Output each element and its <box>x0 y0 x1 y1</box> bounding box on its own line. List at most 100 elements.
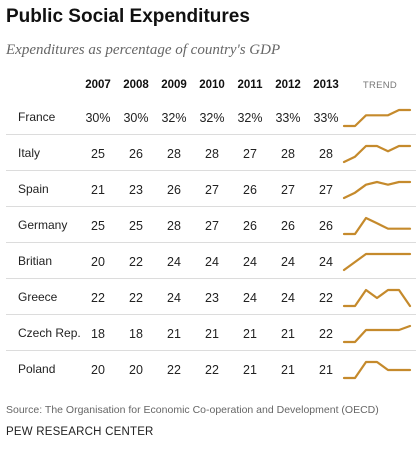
value-cell-czech-rep-2011: 21 <box>243 327 257 341</box>
value-cell-poland-2010: 22 <box>205 363 219 377</box>
row-divider <box>6 170 416 171</box>
country-label-germany: Germany <box>18 218 68 232</box>
value-cell-poland-2011: 21 <box>243 363 257 377</box>
chart-title: Public Social Expenditures <box>6 6 250 27</box>
trend-line-britian <box>342 252 412 272</box>
value-cell-spain-2013: 27 <box>319 183 333 197</box>
country-label-italy: Italy <box>18 146 41 160</box>
value-cell-italy-2007: 25 <box>91 147 105 161</box>
country-label-czech-rep: Czech Rep. <box>18 326 81 340</box>
value-cell-germany-2013: 26 <box>319 219 333 233</box>
row-divider <box>6 134 416 135</box>
row-divider <box>6 278 416 279</box>
value-cell-britian-2007: 20 <box>91 255 105 269</box>
value-cell-france-2007: 30% <box>85 111 111 125</box>
year-header-2010: 2010 <box>199 79 225 91</box>
value-cell-spain-2010: 27 <box>205 183 219 197</box>
trend-line-france <box>342 108 412 128</box>
country-label-britian: Britian <box>18 254 53 268</box>
value-cell-greece-2011: 24 <box>243 291 257 305</box>
value-cell-britian-2011: 24 <box>243 255 257 269</box>
value-cell-poland-2007: 20 <box>91 363 105 377</box>
chart-subtitle: Expenditures as percentage of country's … <box>6 42 281 58</box>
value-cell-italy-2012: 28 <box>281 147 295 161</box>
value-cell-czech-rep-2010: 21 <box>205 327 219 341</box>
trend-line-spain <box>342 180 412 200</box>
value-cell-czech-rep-2007: 18 <box>91 327 105 341</box>
trend-sparkline-germany <box>342 216 412 236</box>
value-cell-france-2008: 30% <box>123 111 149 125</box>
trend-sparkline-poland <box>342 360 412 380</box>
country-label-greece: Greece <box>18 290 58 304</box>
year-header-2007: 2007 <box>85 79 111 91</box>
trend-sparkline-britian <box>342 252 412 272</box>
value-cell-italy-2009: 28 <box>167 147 181 161</box>
value-cell-france-2009: 32% <box>161 111 187 125</box>
trend-sparkline-greece <box>342 288 412 308</box>
country-label-poland: Poland <box>18 362 56 376</box>
value-cell-britian-2009: 24 <box>167 255 181 269</box>
year-header-2008: 2008 <box>123 79 149 91</box>
year-header-2009: 2009 <box>161 79 187 91</box>
row-divider <box>6 350 416 351</box>
value-cell-britian-2010: 24 <box>205 255 219 269</box>
country-label-france: France <box>18 110 56 124</box>
value-cell-britian-2008: 22 <box>129 255 143 269</box>
trend-line-czech-rep <box>342 324 412 344</box>
value-cell-poland-2012: 21 <box>281 363 295 377</box>
value-cell-poland-2008: 20 <box>129 363 143 377</box>
brand-label: PEW RESEARCH CENTER <box>6 426 154 438</box>
value-cell-greece-2007: 22 <box>91 291 105 305</box>
row-divider <box>6 314 416 315</box>
value-cell-greece-2009: 24 <box>167 291 181 305</box>
value-cell-germany-2010: 27 <box>205 219 219 233</box>
value-cell-britian-2013: 24 <box>319 255 333 269</box>
trend-line-greece <box>342 288 412 308</box>
value-cell-france-2010: 32% <box>199 111 225 125</box>
value-cell-italy-2010: 28 <box>205 147 219 161</box>
value-cell-france-2011: 32% <box>237 111 263 125</box>
value-cell-czech-rep-2009: 21 <box>167 327 181 341</box>
value-cell-greece-2013: 22 <box>319 291 333 305</box>
value-cell-greece-2008: 22 <box>129 291 143 305</box>
value-cell-britian-2012: 24 <box>281 255 295 269</box>
value-cell-germany-2011: 26 <box>243 219 257 233</box>
trend-column-header: TREND <box>362 80 398 91</box>
country-label-spain: Spain <box>18 182 49 196</box>
trend-sparkline-czech-rep <box>342 324 412 344</box>
value-cell-greece-2012: 24 <box>281 291 295 305</box>
value-cell-czech-rep-2013: 22 <box>319 327 333 341</box>
value-cell-poland-2009: 22 <box>167 363 181 377</box>
value-cell-czech-rep-2008: 18 <box>129 327 143 341</box>
value-cell-greece-2010: 23 <box>205 291 219 305</box>
row-divider <box>6 206 416 207</box>
year-header-2013: 2013 <box>313 79 339 91</box>
value-cell-italy-2013: 28 <box>319 147 333 161</box>
value-cell-spain-2008: 23 <box>129 183 143 197</box>
year-header-2012: 2012 <box>275 79 301 91</box>
value-cell-czech-rep-2012: 21 <box>281 327 295 341</box>
trend-sparkline-spain <box>342 180 412 200</box>
value-cell-germany-2012: 26 <box>281 219 295 233</box>
value-cell-spain-2011: 26 <box>243 183 257 197</box>
year-header-2011: 2011 <box>237 79 263 91</box>
value-cell-france-2012: 33% <box>275 111 301 125</box>
source-note: Source: The Organisation for Economic Co… <box>6 404 379 416</box>
value-cell-germany-2008: 25 <box>129 219 143 233</box>
trend-line-poland <box>342 360 412 380</box>
trend-sparkline-france <box>342 108 412 128</box>
value-cell-poland-2013: 21 <box>319 363 333 377</box>
value-cell-italy-2011: 27 <box>243 147 257 161</box>
trend-sparkline-italy <box>342 144 412 164</box>
value-cell-spain-2009: 26 <box>167 183 181 197</box>
value-cell-spain-2007: 21 <box>91 183 105 197</box>
value-cell-spain-2012: 27 <box>281 183 295 197</box>
value-cell-france-2013: 33% <box>313 111 339 125</box>
row-divider <box>6 242 416 243</box>
value-cell-germany-2009: 28 <box>167 219 181 233</box>
trend-line-germany <box>342 216 412 236</box>
value-cell-italy-2008: 26 <box>129 147 143 161</box>
trend-line-italy <box>342 144 412 164</box>
value-cell-germany-2007: 25 <box>91 219 105 233</box>
